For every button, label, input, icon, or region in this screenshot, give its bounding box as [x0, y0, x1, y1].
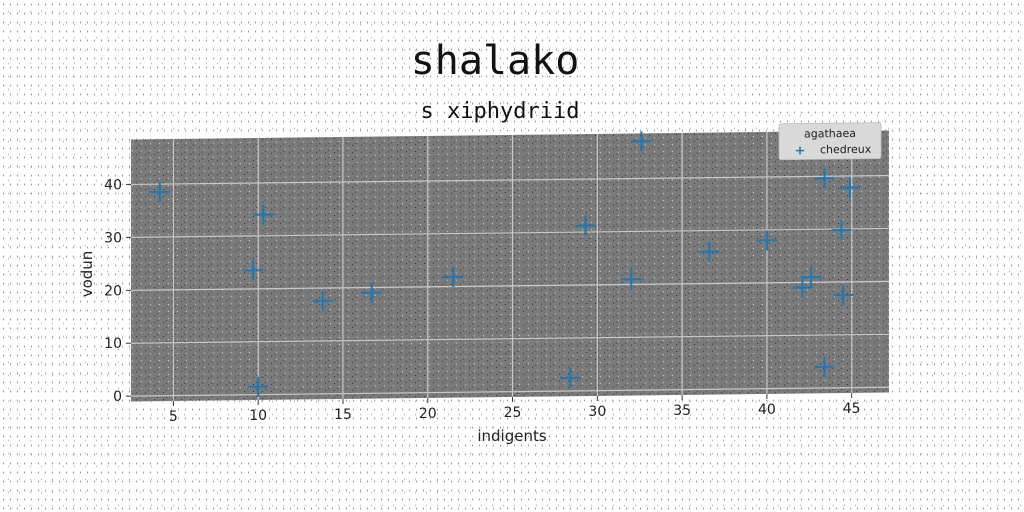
data-point [312, 291, 333, 312]
x-tick-label: 15 [334, 407, 352, 423]
data-point [699, 241, 720, 262]
data-point [839, 177, 860, 198]
x-tick-label: 35 [673, 403, 691, 419]
y-axis-label: vodun [78, 251, 96, 298]
data-point [631, 131, 652, 152]
grid [131, 130, 889, 401]
y-tick-label: 20 [104, 283, 122, 299]
legend-entry-label: chedreux [820, 143, 872, 157]
data-point [243, 260, 264, 281]
legend: agathaea chedreux [778, 122, 882, 161]
chart-title: shalako [411, 38, 580, 84]
data-point [756, 230, 777, 251]
data-point [253, 204, 274, 225]
y-gridline [131, 280, 889, 291]
legend-marker-icon [796, 146, 804, 155]
y-tick-label: 30 [104, 230, 122, 246]
legend-box [778, 122, 882, 161]
axis-ticks: 5 10 15 20 25 30 35 40 45 0 10 20 30 40 [104, 177, 860, 425]
data-point [831, 220, 852, 241]
x-tick-label: 20 [419, 406, 437, 422]
x-tick-label: 45 [843, 401, 861, 417]
data-point [833, 285, 854, 306]
data-point [560, 367, 581, 388]
y-tick-label: 40 [104, 177, 122, 193]
plot-area-texture [131, 130, 889, 402]
data-point [149, 182, 170, 203]
y-gridline [131, 174, 889, 186]
data-point [361, 282, 382, 303]
data-point [248, 376, 269, 397]
data-point [800, 266, 821, 287]
data-point [621, 269, 642, 290]
x-tick-label: 25 [504, 405, 522, 421]
x-tick-label: 10 [249, 408, 267, 424]
x-tick-label: 30 [588, 404, 606, 420]
x-tick-label: 5 [169, 409, 178, 425]
data-point [443, 266, 464, 287]
y-gridline [131, 227, 889, 238]
chart-subtitle: s xiphydriid [421, 99, 580, 124]
data-point [814, 356, 835, 377]
y-tick-label: 10 [104, 336, 122, 352]
data-point [575, 215, 596, 236]
x-axis-label: indigents [477, 427, 547, 445]
data-point [814, 168, 835, 189]
data-point [792, 277, 813, 298]
x-tick-label: 40 [758, 402, 776, 418]
y-tick-label: 0 [113, 389, 122, 405]
legend-title: agathaea [804, 127, 856, 141]
y-gridline [131, 333, 889, 344]
series-chedreux [149, 131, 860, 397]
